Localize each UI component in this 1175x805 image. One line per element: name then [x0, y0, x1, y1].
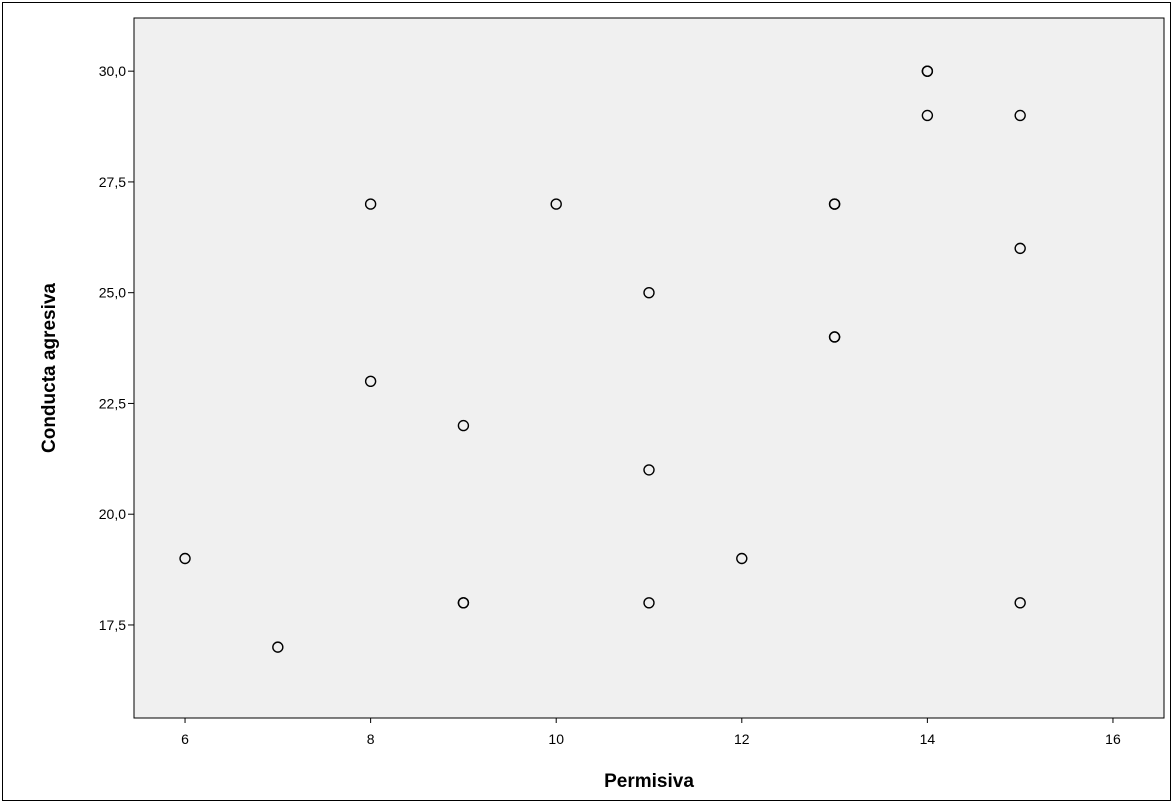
y-tick-label: 30,0	[99, 63, 126, 79]
y-tick-label: 27,5	[99, 174, 126, 190]
data-point	[643, 286, 655, 299]
x-tick-label: 8	[367, 731, 375, 747]
data-point	[828, 198, 841, 210]
data-point	[550, 198, 562, 210]
data-points	[179, 65, 1026, 653]
data-point	[1014, 242, 1026, 255]
plot-area	[133, 17, 1165, 719]
data-point	[921, 109, 934, 122]
y-axis-title: Conducta agresiva	[39, 283, 60, 453]
data-point	[179, 552, 191, 565]
x-tick-label: 14	[920, 731, 936, 747]
data-point	[457, 597, 470, 609]
y-tick-label: 17,5	[99, 617, 126, 633]
y-tick-label: 25,0	[99, 285, 126, 301]
data-point	[921, 65, 934, 77]
data-point	[364, 198, 377, 210]
data-point	[1014, 597, 1026, 609]
x-tick-label: 10	[548, 731, 564, 747]
y-tick-label: 20,0	[99, 506, 126, 522]
data-point	[643, 464, 655, 476]
data-point	[643, 597, 655, 609]
data-point	[457, 419, 470, 432]
x-tick-label: 12	[734, 731, 750, 747]
x-axis-title: Permisiva	[604, 771, 694, 792]
y-axis: 17,5 20,0 22,5 25,0 27,5 30,0	[99, 63, 134, 633]
x-axis: 6 8 10 12 14 16	[181, 718, 1121, 747]
data-point	[736, 552, 748, 565]
y-tick-label: 22,5	[99, 395, 126, 411]
x-tick-label: 6	[181, 731, 189, 747]
data-point	[1014, 109, 1026, 122]
x-tick-label: 16	[1105, 731, 1121, 747]
data-point	[828, 331, 841, 343]
data-point	[272, 641, 284, 653]
data-point	[364, 375, 377, 387]
